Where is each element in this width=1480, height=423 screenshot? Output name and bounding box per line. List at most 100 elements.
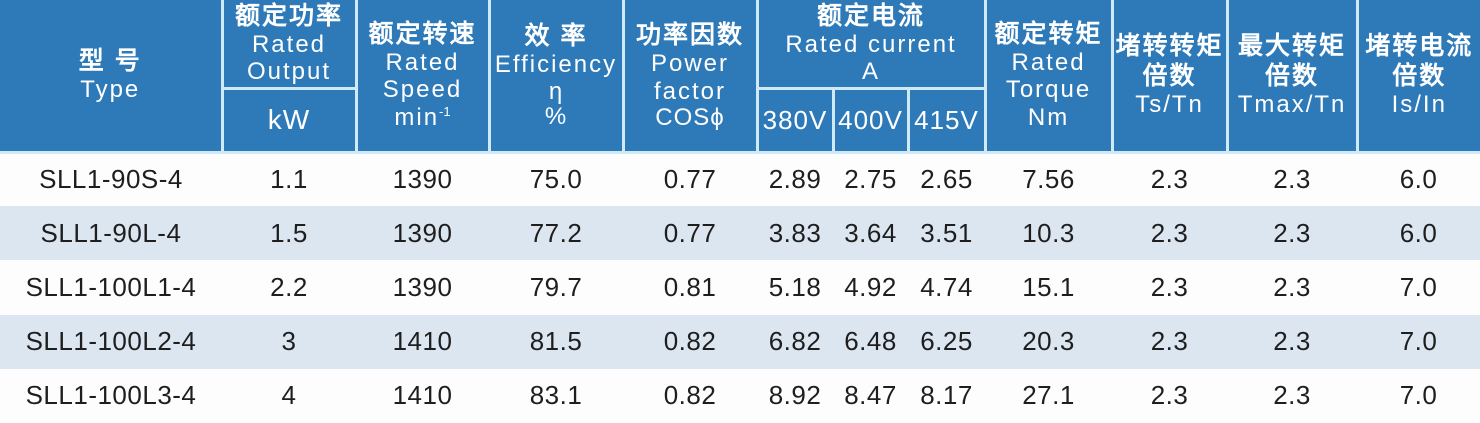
- cell-torque-nm: 27.1: [1022, 380, 1075, 411]
- header-rated-speed-unit: min-1: [394, 104, 451, 132]
- cell-type: SLL1-100L3-4: [25, 380, 197, 411]
- cell-ts-tn: 2.3: [1150, 164, 1189, 195]
- header-rated-current-en: Rated current: [785, 30, 957, 58]
- header-locked-rotor-current-symbol: Is/In: [1391, 91, 1447, 119]
- header-power-factor-zh: 功率因数: [635, 21, 744, 50]
- cell-speed: 1390: [392, 271, 453, 302]
- cell-is-in: 7.0: [1399, 326, 1438, 357]
- header-rated-speed-en2: Speed: [382, 76, 463, 104]
- header-rated-speed: 额定转速 Rated Speed min-1: [354, 0, 491, 154]
- cell-efficiency: 79.7: [529, 271, 583, 302]
- cell-current-415v: 8.17: [920, 380, 973, 411]
- table-header: 型 号 Type 额定功率 Rated Output 额定转速 Rated Sp…: [0, 0, 1480, 154]
- header-locked-rotor-torque-zh1: 堵转转矩: [1115, 32, 1224, 61]
- cell-ts-tn: 2.3: [1150, 326, 1189, 357]
- cell-current-380v: 3.83: [768, 217, 822, 248]
- cell-tmax-tn: 2.3: [1273, 326, 1311, 357]
- cell-type: SLL1-90L-4: [40, 217, 182, 248]
- table-row: SLL1-90S-4 1.1 1390 75.0 0.77 2.89 2.75 …: [0, 152, 1480, 207]
- header-output-unit-kw: kW: [220, 86, 358, 154]
- header-efficiency: 效 率 Efficiency η %: [487, 0, 625, 154]
- cell-current-380v: 6.82: [768, 326, 822, 357]
- cell-tmax-tn: 2.3: [1273, 217, 1311, 248]
- header-locked-rotor-current-zh1: 堵转电流: [1365, 32, 1474, 61]
- table-body: SLL1-90S-4 1.1 1390 75.0 0.77 2.89 2.75 …: [0, 152, 1480, 423]
- header-type: 型 号 Type: [0, 0, 224, 154]
- cell-current-415v: 6.25: [920, 326, 973, 357]
- header-voltage-415v: 415V: [906, 86, 987, 154]
- header-max-torque-zh2: 倍数: [1265, 62, 1320, 91]
- header-locked-rotor-current: 堵转电流 倍数 Is/In: [1355, 0, 1480, 154]
- cell-is-in: 7.0: [1399, 271, 1438, 302]
- cell-is-in: 6.0: [1399, 217, 1438, 248]
- cell-torque-nm: 15.1: [1022, 271, 1075, 302]
- header-rated-current-unit: A: [862, 58, 881, 86]
- cell-speed: 1390: [392, 164, 453, 195]
- cell-output-kw: 1.5: [270, 217, 308, 248]
- cell-torque-nm: 10.3: [1022, 217, 1075, 248]
- cell-efficiency: 83.1: [529, 380, 583, 411]
- cell-power-factor: 0.81: [663, 271, 717, 302]
- cell-current-415v: 3.51: [920, 217, 973, 248]
- cell-tmax-tn: 2.3: [1273, 380, 1311, 411]
- table-row: SLL1-100L1-4 2.2 1390 79.7 0.81 5.18 4.9…: [0, 260, 1480, 315]
- header-type-en: Type: [80, 76, 141, 104]
- header-efficiency-unit: %: [544, 103, 568, 131]
- cell-output-kw: 1.1: [270, 164, 308, 195]
- cell-speed: 1410: [392, 380, 453, 411]
- header-rated-speed-en1: Rated: [385, 48, 460, 76]
- cell-speed: 1390: [392, 217, 453, 248]
- cell-efficiency: 75.0: [529, 164, 583, 195]
- header-rated-current: 额定电流 Rated current A: [755, 0, 987, 90]
- cell-output-kw: 3: [281, 326, 297, 357]
- cell-current-400v: 4.92: [844, 271, 897, 302]
- cell-current-400v: 6.48: [844, 326, 897, 357]
- cell-is-in: 6.0: [1399, 164, 1438, 195]
- header-rated-output: 额定功率 Rated Output: [220, 0, 358, 90]
- header-rated-current-zh: 额定电流: [817, 1, 926, 30]
- cell-current-380v: 2.89: [768, 164, 822, 195]
- header-rated-output-en1: Rated: [251, 30, 327, 58]
- cell-power-factor: 0.82: [663, 326, 717, 357]
- cell-ts-tn: 2.3: [1150, 380, 1189, 411]
- cell-efficiency: 77.2: [529, 217, 583, 248]
- header-locked-rotor-torque-zh2: 倍数: [1142, 62, 1197, 91]
- cell-type: SLL1-100L1-4: [25, 271, 197, 302]
- header-locked-rotor-torque: 堵转转矩 倍数 Ts/Tn: [1110, 0, 1229, 154]
- header-max-torque: 最大转矩 倍数 Tmax/Tn: [1225, 0, 1359, 154]
- cell-ts-tn: 2.3: [1150, 271, 1189, 302]
- cell-type: SLL1-90S-4: [39, 164, 183, 195]
- cell-output-kw: 2.2: [270, 271, 308, 302]
- header-power-factor: 功率因数 Power factor COSϕ: [621, 0, 759, 154]
- table-row: SLL1-90L-4 1.5 1390 77.2 0.77 3.83 3.64 …: [0, 206, 1480, 261]
- cell-current-400v: 8.47: [844, 380, 897, 411]
- header-voltage-400v: 400V: [831, 86, 910, 154]
- header-locked-rotor-current-zh2: 倍数: [1392, 62, 1447, 91]
- header-rated-torque: 额定转矩 Rated Torque Nm: [983, 0, 1114, 154]
- header-voltage-380v: 380V: [755, 86, 835, 154]
- cell-tmax-tn: 2.3: [1273, 164, 1311, 195]
- header-power-factor-en2: factor: [653, 77, 727, 105]
- header-max-torque-symbol: Tmax/Tn: [1237, 91, 1347, 119]
- cell-current-400v: 3.64: [844, 217, 897, 248]
- header-type-zh: 型 号: [78, 47, 142, 76]
- cell-tmax-tn: 2.3: [1273, 271, 1311, 302]
- header-rated-output-zh: 额定功率: [234, 1, 343, 30]
- header-power-factor-symbol: COSϕ: [655, 104, 725, 132]
- table-row: SLL1-100L3-4 4 1410 83.1 0.82 8.92 8.47 …: [0, 368, 1480, 423]
- header-rated-torque-unit: Nm: [1027, 104, 1070, 132]
- cell-speed: 1410: [392, 326, 453, 357]
- header-rated-torque-en2: Torque: [1005, 76, 1092, 104]
- cell-power-factor: 0.82: [663, 380, 717, 411]
- cell-ts-tn: 2.3: [1150, 217, 1189, 248]
- header-power-factor-en1: Power: [650, 50, 730, 78]
- cell-torque-nm: 20.3: [1022, 326, 1075, 357]
- header-rated-output-en2: Output: [246, 58, 332, 86]
- header-efficiency-en: Efficiency: [494, 51, 618, 79]
- header-max-torque-zh1: 最大转矩: [1238, 32, 1347, 61]
- header-rated-torque-en1: Rated: [1011, 48, 1086, 76]
- cell-output-kw: 4: [281, 380, 297, 411]
- cell-is-in: 7.0: [1399, 380, 1438, 411]
- cell-current-400v: 2.75: [844, 164, 897, 195]
